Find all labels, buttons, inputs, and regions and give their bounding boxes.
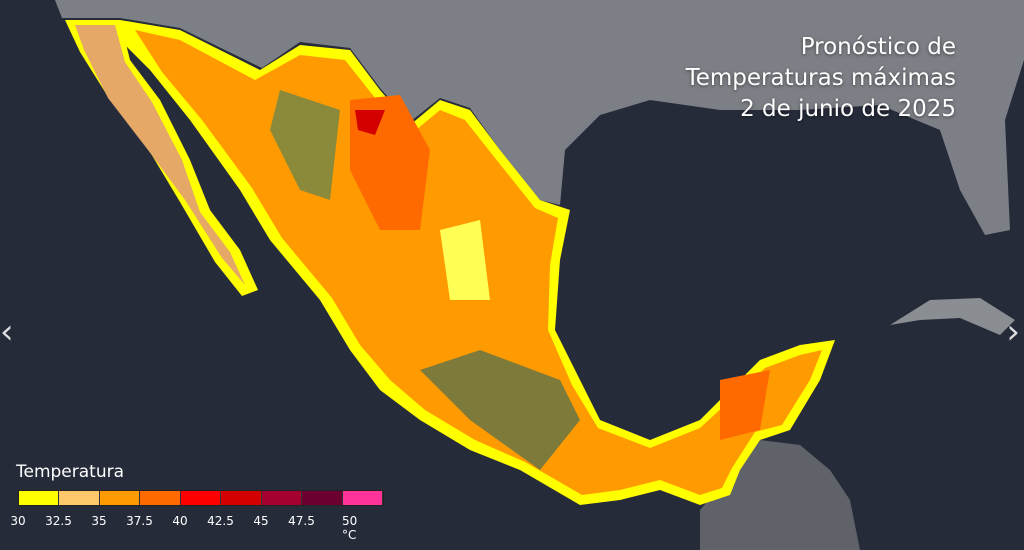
- legend-swatch: [302, 491, 343, 505]
- legend-swatch: [19, 491, 60, 505]
- map-title: Pronóstico de Temperaturas máximas 2 de …: [686, 32, 956, 125]
- legend-tick-label: 40: [172, 514, 188, 528]
- legend-tick-label: 37.5: [126, 514, 153, 528]
- title-line-1: Pronóstico de: [800, 34, 956, 60]
- chevron-left-icon[interactable]: ‹: [0, 312, 14, 352]
- temperature-legend: Temperatura 30 32.5 35 37.5 40 42.5 45 47.5 50 °…: [10, 462, 384, 542]
- legend-color-bar: [18, 490, 384, 506]
- legend-tick-label: 30: [10, 514, 26, 528]
- legend-swatch: [261, 491, 303, 505]
- legend-title: Temperatura: [16, 462, 125, 482]
- title-line-2: Temperaturas máximas: [685, 65, 956, 91]
- title-line-3: 2 de junio de 2025: [740, 96, 956, 122]
- legend-swatch: [59, 491, 100, 505]
- legend-swatch: [99, 491, 141, 505]
- chevron-right-icon[interactable]: ›: [1006, 312, 1020, 352]
- legend-swatch: [221, 491, 262, 505]
- legend-swatch: [180, 491, 222, 505]
- legend-swatch: [140, 491, 181, 505]
- legend-tick-label: 42.5: [207, 514, 234, 528]
- legend-tick-label: 35: [91, 514, 107, 528]
- cuba-land: [890, 298, 1015, 335]
- legend-tick-label: 50 °C: [342, 514, 358, 542]
- legend-tick-label: 45: [253, 514, 269, 528]
- legend-tick-label: 47.5: [288, 514, 315, 528]
- legend-ticks: 30 32.5 35 37.5 40 42.5 45 47.5 50 °C: [10, 514, 384, 542]
- legend-tick-label: 32.5: [45, 514, 72, 528]
- united-states-land: [55, 0, 1024, 235]
- legend-swatch: [342, 491, 383, 505]
